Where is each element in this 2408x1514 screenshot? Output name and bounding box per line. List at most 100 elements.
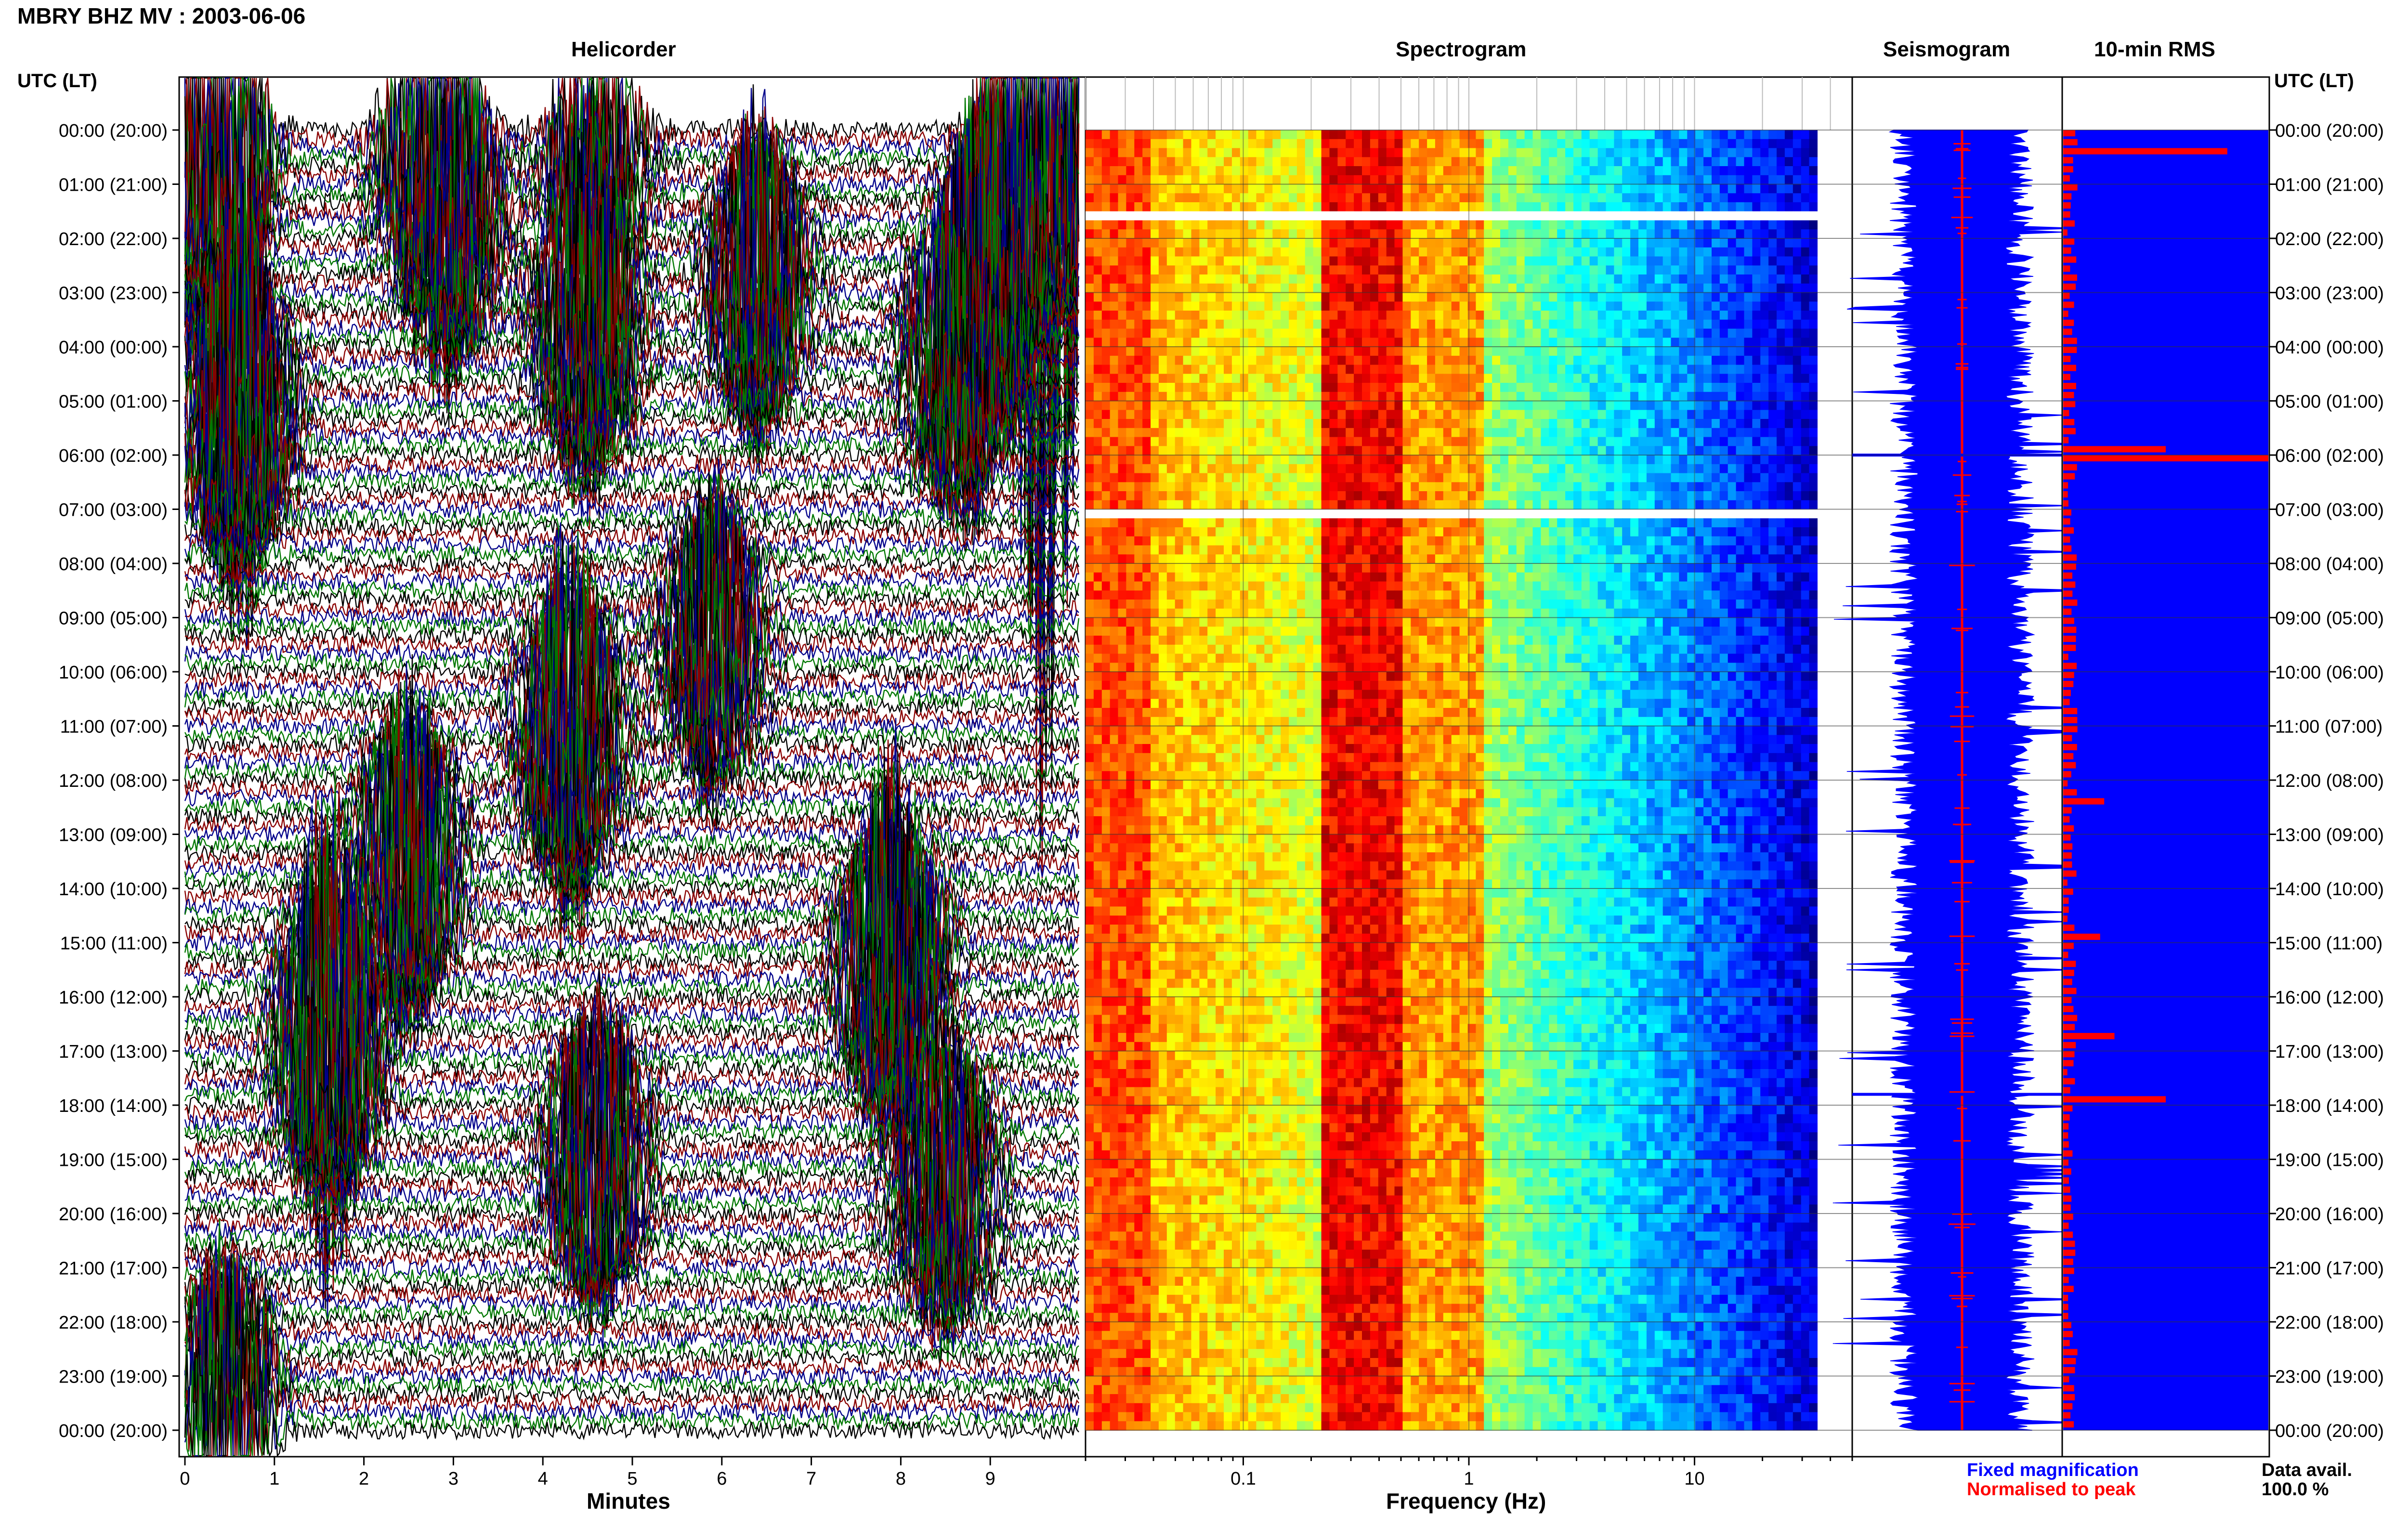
spectrogram-cell xyxy=(1582,301,1590,311)
spectrogram-cell xyxy=(1297,248,1306,257)
spectrogram-cell xyxy=(1118,338,1127,347)
spectrogram-cell xyxy=(1476,221,1484,230)
spectrogram-cell xyxy=(1240,338,1249,347)
spectrogram-cell xyxy=(1102,130,1111,139)
spectrogram-cell xyxy=(1452,509,1460,519)
spectrogram-cell xyxy=(1606,437,1615,446)
spectrogram-cell xyxy=(1159,392,1167,401)
spectrogram-cell xyxy=(1370,356,1379,365)
spectrogram-cell xyxy=(1695,211,1704,221)
spectrogram-cell xyxy=(1322,573,1330,582)
spectrogram-cell xyxy=(1500,184,1509,194)
spectrogram-cell xyxy=(1337,609,1346,618)
spectrogram-cell xyxy=(1768,202,1777,211)
spectrogram-cell xyxy=(1346,563,1354,573)
spectrogram-cell xyxy=(1484,573,1492,582)
spectrogram-cell xyxy=(1313,166,1322,175)
spectrogram-cell xyxy=(1484,473,1492,483)
spectrogram-cell xyxy=(1191,184,1200,194)
spectrogram-cell xyxy=(1744,139,1753,148)
spectrogram-cell xyxy=(1362,139,1371,148)
spectrogram-cell xyxy=(1492,455,1501,464)
spectrogram-cell xyxy=(1427,500,1436,509)
spectrogram-cell xyxy=(1663,527,1672,536)
spectrogram-cell xyxy=(1630,148,1639,157)
spectrogram-cell xyxy=(1281,446,1289,455)
spectrogram-cell xyxy=(1289,184,1297,194)
spectrogram-cell xyxy=(1598,527,1607,536)
spectrogram-cell xyxy=(1224,428,1232,437)
spectrogram-cell xyxy=(1167,338,1176,347)
spectrogram-cell xyxy=(1557,446,1566,455)
spectrogram-cell xyxy=(1549,419,1557,428)
spectrogram-cell xyxy=(1655,419,1663,428)
spectrogram-cell xyxy=(1541,139,1549,148)
spectrogram-cell xyxy=(1387,563,1395,573)
spectrogram-cell xyxy=(1549,329,1557,338)
spectrogram-cell xyxy=(1330,419,1338,428)
spectrogram-cell xyxy=(1191,446,1200,455)
spectrogram-cell xyxy=(1760,338,1769,347)
spectrogram-cell xyxy=(1134,274,1143,284)
spectrogram-cell xyxy=(1760,311,1769,320)
spectrogram-cell xyxy=(1216,374,1224,383)
spectrogram-cell xyxy=(1760,437,1769,446)
spectrogram-cell xyxy=(1248,320,1257,329)
spectrogram-cell xyxy=(1086,148,1094,157)
spectrogram-cell xyxy=(1744,365,1753,374)
spectrogram-cell xyxy=(1508,248,1517,257)
spectrogram-cell xyxy=(1199,582,1208,591)
spectrogram-cell xyxy=(1655,473,1663,483)
spectrogram-cell xyxy=(1402,157,1411,166)
spectrogram-cell xyxy=(1728,383,1737,392)
spectrogram-cell xyxy=(1337,563,1346,573)
spectrogram-cell xyxy=(1435,419,1444,428)
spectrogram-cell xyxy=(1354,491,1362,500)
spectrogram-cell xyxy=(1264,248,1273,257)
spectrogram-cell xyxy=(1630,600,1639,609)
spectrogram-cell xyxy=(1500,229,1509,238)
spectrogram-cell xyxy=(1086,311,1094,320)
spectrogram-cell xyxy=(1671,491,1680,500)
spectrogram-cell xyxy=(1549,600,1557,609)
spectrogram-cell xyxy=(1582,257,1590,266)
spectrogram-cell xyxy=(1167,284,1176,293)
spectrogram-cell xyxy=(1419,482,1427,491)
spectrogram-cell xyxy=(1272,491,1281,500)
spectrogram-cell xyxy=(1151,265,1159,274)
spectrogram-cell xyxy=(1402,437,1411,446)
spectrogram-cell xyxy=(1337,274,1346,284)
spectrogram-cell xyxy=(1484,509,1492,519)
spectrogram-cell xyxy=(1647,265,1655,274)
spectrogram-cell xyxy=(1419,284,1427,293)
spectrogram-cell xyxy=(1647,473,1655,483)
spectrogram-cell xyxy=(1565,401,1574,410)
spectrogram-cell xyxy=(1549,455,1557,464)
spectrogram-cell xyxy=(1387,482,1395,491)
spectrogram-cell xyxy=(1793,383,1802,392)
spectrogram-cell xyxy=(1102,410,1111,419)
spectrogram-cell xyxy=(1346,238,1354,248)
spectrogram-cell xyxy=(1272,257,1281,266)
spectrogram-cell xyxy=(1525,265,1533,274)
spectrogram-cell xyxy=(1695,419,1704,428)
spectrogram-cell xyxy=(1622,573,1631,582)
spectrogram-cell xyxy=(1387,193,1395,202)
spectrogram-cell xyxy=(1492,257,1501,266)
spectrogram-cell xyxy=(1256,139,1265,148)
spectrogram-cell xyxy=(1118,609,1127,618)
spectrogram-cell xyxy=(1744,455,1753,464)
spectrogram-cell xyxy=(1167,238,1176,248)
spectrogram-cell xyxy=(1110,383,1119,392)
spectrogram-cell xyxy=(1768,419,1777,428)
spectrogram-cell xyxy=(1118,509,1127,519)
spectrogram-cell xyxy=(1207,455,1216,464)
spectrogram-cell xyxy=(1086,157,1094,166)
spectrogram-cell xyxy=(1655,428,1663,437)
spectrogram-cell xyxy=(1264,573,1273,582)
spectrogram-cell xyxy=(1330,410,1338,419)
spectrogram-cell xyxy=(1159,320,1167,329)
spectrogram-cell xyxy=(1565,546,1574,555)
spectrogram-cell xyxy=(1094,410,1102,419)
spectrogram-cell xyxy=(1289,536,1297,546)
